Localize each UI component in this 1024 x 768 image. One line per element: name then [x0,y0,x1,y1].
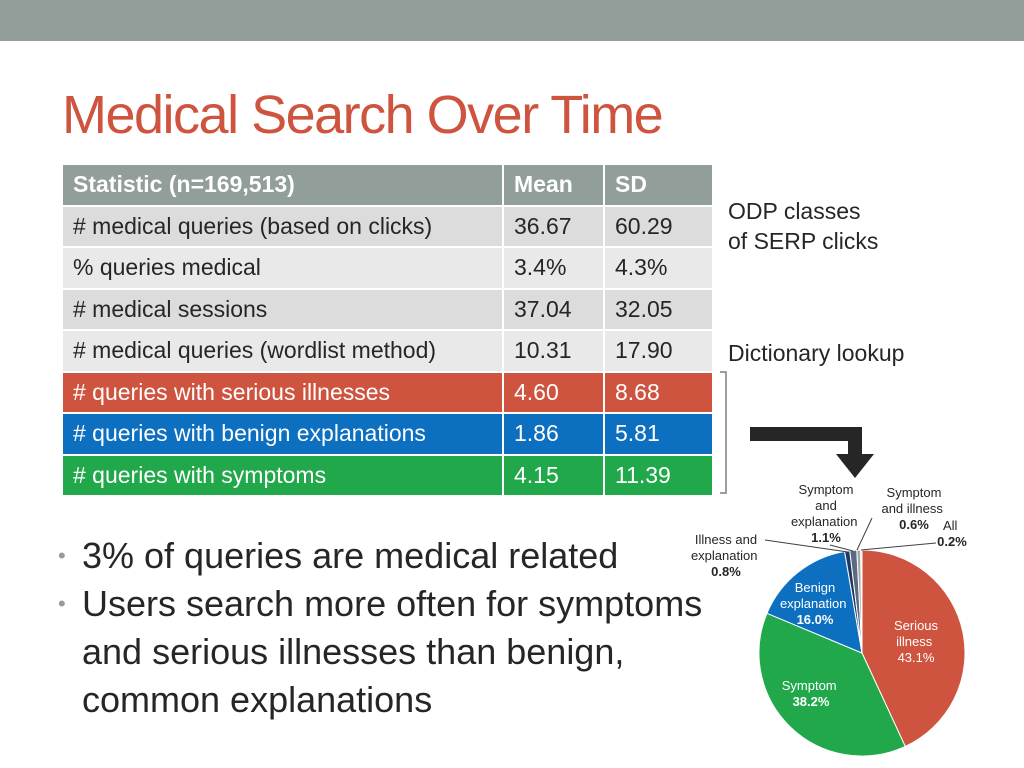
slice-value: 43.1% [898,650,935,665]
top-bar [0,0,1024,41]
slice-label-illness-and-explanation: Illness and explanation 0.8% [691,532,761,579]
slice-label-text: explanation [691,548,758,563]
header-sd: SD [603,163,714,207]
slice-value: 38.2% [793,694,830,709]
slice-label-text: and illness [881,501,943,516]
slice-value: 1.1% [811,530,841,545]
statistic-cell: # queries with serious illnesses [61,370,504,414]
statistic-cell: # queries with symptoms [61,453,504,497]
pie-labels: Serious illness 43.1% Symptom 38.2% Benig… [691,482,967,709]
leader-line [856,517,873,551]
statistic-cell: # queries with benign explanations [61,412,504,456]
bullet-dot-icon: • [58,543,66,568]
mean-cell: 3.4% [502,246,605,290]
statistic-cell: # medical sessions [61,287,504,331]
sd-cell: 11.39 [603,453,714,497]
slice-label-serious-illness: Serious illness 43.1% [894,618,939,665]
sd-cell: 32.05 [603,287,714,331]
mean-cell: 37.04 [502,287,605,331]
pie-slice-benign-explanation [766,550,863,654]
slice-value: 0.8% [711,564,741,579]
slice-label-text: Benign [795,580,835,595]
leader-line [829,544,854,552]
table-row: # medical queries (wordlist method) 10.3… [61,329,714,373]
slice-label-symptom-and-illness: Symptom and illness 0.6% [881,485,946,532]
sd-cell: 60.29 [603,204,714,248]
odp-classes-label: ODP classes of SERP clicks [728,196,878,256]
statistics-table: Statistic (n=169,513) Mean SD # medical … [61,163,714,497]
slice-label-text: explanation [780,596,847,611]
statistic-cell: # medical queries (wordlist method) [61,329,504,373]
slice-label-text: Symptom [887,485,942,500]
table-row: # medical sessions 37.04 32.05 [61,287,714,331]
table-row: # medical queries (based on clicks) 36.6… [61,204,714,248]
bullet-text: Users search more often for symptoms and… [82,583,703,720]
slice-label-text: Illness and [695,532,757,547]
slice-value: 0.2% [937,534,967,549]
pie-slice-symptom [758,612,906,757]
bullet-dot-icon: • [58,591,66,616]
slice-value: 0.6% [899,517,929,532]
slice-label-text: and [815,498,837,513]
mean-cell: 4.15 [502,453,605,497]
mean-cell: 4.60 [502,370,605,414]
slice-label-all: All 0.2% [937,518,967,549]
bullet-item: • 3% of queries are medical related [58,532,722,580]
slice-label-symptom-and-explanation: Symptom and explanation 1.1% [791,482,861,545]
sd-cell: 4.3% [603,246,714,290]
bullet-text: 3% of queries are medical related [82,535,619,576]
odp-label-line: ODP classes [728,198,861,224]
slice-label-text: illness [896,634,933,649]
table-row: % queries medical 3.4% 4.3% [61,246,714,290]
header-mean: Mean [502,163,605,207]
odp-label-line: of SERP clicks [728,228,879,254]
mean-cell: 36.67 [502,204,605,248]
statistic-cell: # medical queries (based on clicks) [61,204,504,248]
slice-label-text: Symptom [799,482,854,497]
table-row-benign-explanations: # queries with benign explanations 1.86 … [61,412,714,456]
leader-line [860,542,937,551]
bullet-item: • Users search more often for symptoms an… [58,580,722,724]
slice-label-symptom: Symptom 38.2% [782,678,841,709]
table-row-serious-illnesses: # queries with serious illnesses 4.60 8.… [61,370,714,414]
pie-chart [758,549,966,757]
slice-label-text: All [943,518,958,533]
table-row-symptoms: # queries with symptoms 4.15 11.39 [61,453,714,497]
slice-label-text: Serious [894,618,939,633]
slice-label-text: Symptom [782,678,837,693]
mean-cell: 1.86 [502,412,605,456]
slice-label-benign-explanation: Benign explanation 16.0% [780,580,850,627]
slide-title: Medical Search Over Time [62,85,664,145]
arrow-down-icon [750,427,874,478]
table-header-row: Statistic (n=169,513) Mean SD [61,163,714,207]
slice-label-text: explanation [791,514,858,529]
pie-slice-serious-illness [861,549,966,748]
header-statistic: Statistic (n=169,513) [61,163,504,207]
statistic-cell: % queries medical [61,246,504,290]
sd-cell: 17.90 [603,329,714,373]
slice-value: 16.0% [797,612,834,627]
sd-cell: 8.68 [603,370,714,414]
sd-cell: 5.81 [603,412,714,456]
bullet-list: • 3% of queries are medical related • User… [58,532,722,724]
dictionary-bracket [720,371,727,494]
dictionary-lookup-label: Dictionary lookup [728,340,905,366]
mean-cell: 10.31 [502,329,605,373]
leader-line [764,539,849,553]
